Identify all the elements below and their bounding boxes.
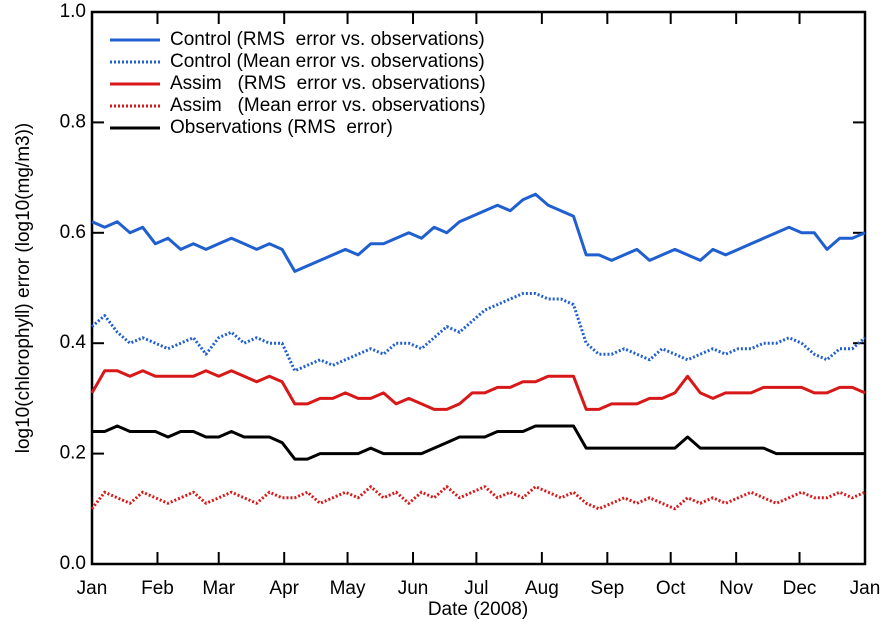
y-tick-label: 0.0: [60, 553, 86, 574]
x-tick-label: Jul: [464, 578, 488, 599]
y-tick-label: 0.4: [60, 332, 87, 353]
data-line: [90, 369, 866, 411]
legend-label: Assim (Mean error vs. observations): [170, 95, 486, 116]
legend-label: Control (Mean error vs. observations): [170, 51, 485, 72]
data-line: [90, 485, 866, 511]
data-line: [91, 192, 866, 273]
y-tick-label: 0.2: [60, 443, 86, 464]
y-tick-label: 0.8: [60, 111, 86, 132]
x-tick-label: Sep: [590, 578, 624, 599]
x-tick-label: Feb: [141, 578, 174, 599]
y-axis-label: log10(chlorophyll) error (log10(mg/m3)): [13, 123, 34, 454]
y-tick-label: 0.6: [60, 222, 86, 243]
data-line: [92, 424, 865, 461]
x-tick-label: Apr: [269, 578, 299, 599]
x-tick-label: Nov: [719, 578, 753, 599]
plot-frame: [90, 10, 867, 566]
x-tick-label: Oct: [656, 578, 686, 599]
legend-label: Observations (RMS error): [170, 117, 393, 138]
x-tick-label: May: [330, 578, 366, 599]
y-tick-label: 1.0: [60, 1, 86, 22]
x-tick-label: Dec: [783, 578, 817, 599]
x-tick-label: Jan: [850, 578, 881, 599]
legend-label: Assim (RMS error vs. observations): [170, 73, 486, 94]
x-tick-label: Jan: [77, 578, 108, 599]
x-axis-label: Date (2008): [428, 599, 528, 620]
x-tick-label: Aug: [525, 578, 559, 599]
data-line: [91, 292, 866, 373]
legend-label: Control (RMS error vs. observations): [170, 29, 485, 50]
x-tick-label: Mar: [202, 578, 235, 599]
x-tick-label: Jun: [398, 578, 429, 599]
